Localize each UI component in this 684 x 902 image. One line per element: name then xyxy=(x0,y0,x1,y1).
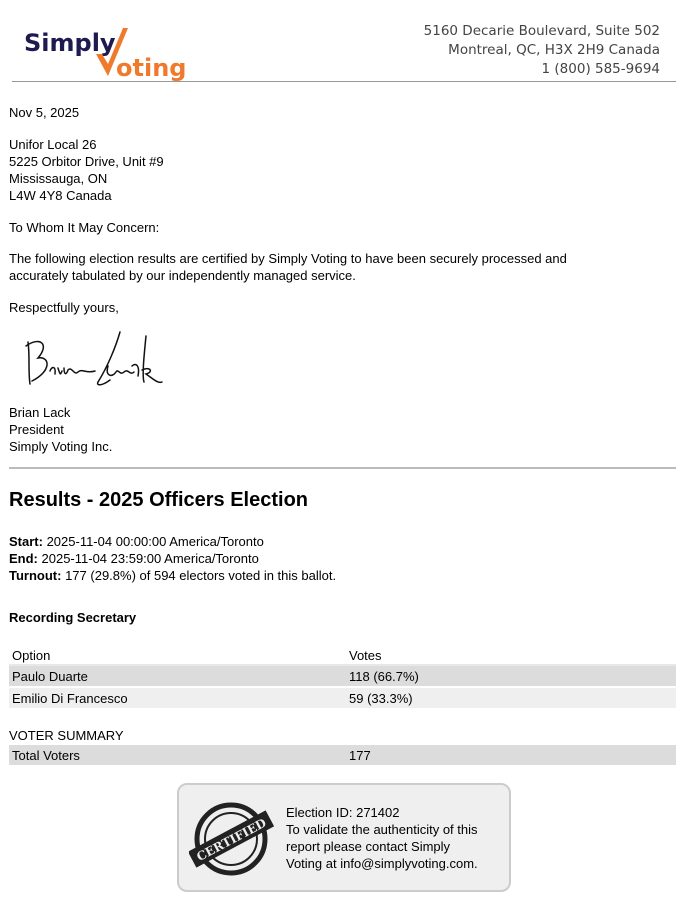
phone-line: 1 (800) 585-9694 xyxy=(541,61,660,77)
election-id: Election ID: 271402 xyxy=(286,805,400,820)
turnout: Turnout: 177 (29.8%) of 594 electors vot… xyxy=(9,568,337,583)
table-row: Emilio Di Francesco 59 (33.3%) xyxy=(9,686,676,708)
letter-date: Nov 5, 2025 xyxy=(9,105,80,120)
certificate-line: To validate the authenticity of this xyxy=(286,822,478,837)
certificate-text: Election ID: 271402 To validate the auth… xyxy=(286,804,478,872)
signer-block: Brian Lack President Simply Voting Inc. xyxy=(9,404,112,455)
option-cell: Paulo Duarte xyxy=(9,665,346,687)
company-address: 5160 Decarie Boulevard, Suite 502 Montre… xyxy=(424,22,660,79)
signer-title: President xyxy=(9,422,64,437)
simply-voting-logo: Simply oting xyxy=(24,28,186,82)
certificate-line: Voting at info@simplyvoting.com. xyxy=(286,856,478,871)
summary-value: 177 xyxy=(346,745,676,765)
table-row: Total Voters 177 xyxy=(9,745,676,765)
recipient-line: 5225 Orbitor Drive, Unit #9 xyxy=(9,154,164,169)
results-title: Results - 2025 Officers Election xyxy=(9,489,309,511)
option-cell: Emilio Di Francesco xyxy=(9,686,346,708)
closing: Respectfully yours, xyxy=(9,300,119,315)
election-details: Start: 2025-11-04 00:00:00 America/Toron… xyxy=(9,533,336,584)
voter-summary-table: Total Voters 177 xyxy=(9,745,676,765)
summary-label: Total Voters xyxy=(9,745,346,765)
header-divider xyxy=(12,81,676,82)
recipient-line: Mississauga, ON xyxy=(9,171,108,186)
column-header-votes: Votes xyxy=(346,646,676,666)
votes-cell: 118 (66.7%) xyxy=(346,665,676,687)
recipient-line: Unifor Local 26 xyxy=(9,137,97,152)
recipient-line: L4W 4Y8 Canada xyxy=(9,188,112,203)
address-line: 5160 Decarie Boulevard, Suite 502 xyxy=(423,23,660,39)
certified-stamp-icon: CERTIFIED xyxy=(189,802,274,876)
signer-company: Simply Voting Inc. xyxy=(9,439,113,454)
letter-body: The following election results are certi… xyxy=(9,250,567,284)
results-table: Option Votes Paulo Duarte 118 (66.7%) Em… xyxy=(9,646,676,708)
body-line: accurately tabulated by our independentl… xyxy=(9,268,356,283)
body-line: The following election results are certi… xyxy=(9,251,567,266)
svg-text:oting: oting xyxy=(116,54,186,82)
section-divider xyxy=(9,467,676,469)
signer-name: Brian Lack xyxy=(9,405,71,420)
certificate-line: report please contact Simply xyxy=(286,839,451,854)
svg-text:Simply: Simply xyxy=(24,29,116,57)
address-line: Montreal, QC, H3X 2H9 Canada xyxy=(448,42,660,58)
question-title: Recording Secretary xyxy=(9,610,137,625)
end-time: End: 2025-11-04 23:59:00 America/Toronto xyxy=(9,551,259,566)
certificate-box: CERTIFIED Election ID: 271402 To validat… xyxy=(177,783,511,892)
start-time: Start: 2025-11-04 00:00:00 America/Toron… xyxy=(9,534,264,549)
table-row: Paulo Duarte 118 (66.7%) xyxy=(9,665,676,687)
column-header-option: Option xyxy=(9,646,346,666)
voter-summary-title: VOTER SUMMARY xyxy=(9,728,124,743)
recipient-address: Unifor Local 26 5225 Orbitor Drive, Unit… xyxy=(9,136,164,204)
table-header: Option Votes xyxy=(9,646,676,666)
votes-cell: 59 (33.3%) xyxy=(346,686,676,708)
signature-image xyxy=(25,331,163,386)
salutation: To Whom It May Concern: xyxy=(9,220,160,235)
